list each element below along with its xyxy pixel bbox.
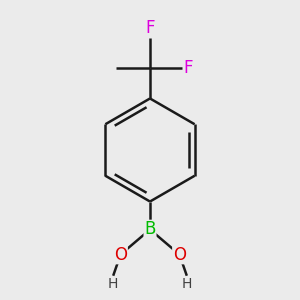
Text: H: H	[182, 277, 192, 291]
Text: F: F	[184, 58, 194, 76]
Text: O: O	[114, 245, 127, 263]
Text: B: B	[144, 220, 156, 238]
Text: O: O	[173, 245, 186, 263]
Text: F: F	[145, 19, 155, 37]
Text: H: H	[108, 277, 119, 291]
